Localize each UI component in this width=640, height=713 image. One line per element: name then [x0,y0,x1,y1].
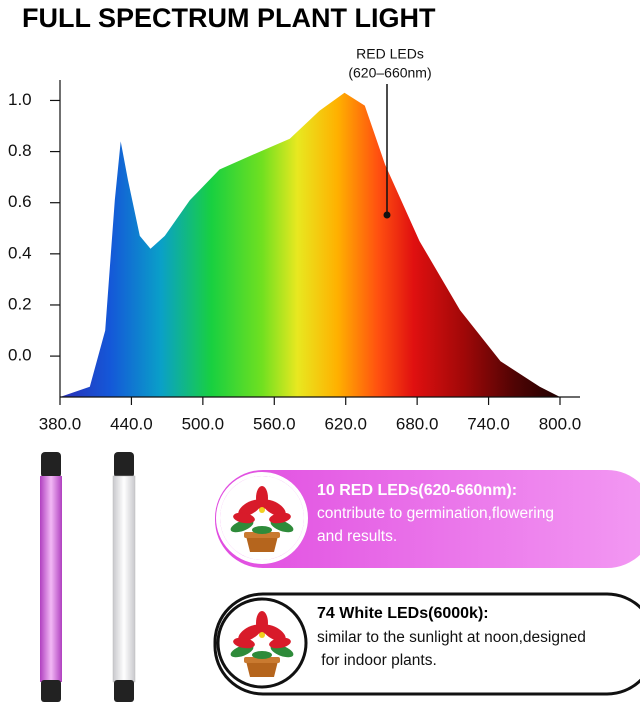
x-tick-label: 440.0 [110,414,153,433]
x-tick-label: 680.0 [396,414,439,433]
red-led-card: 10 RED LEDs(620-660nm): contribute to ge… [215,470,640,568]
y-tick-label: 0.4 [8,243,32,262]
y-tick-label: 0.6 [8,192,32,211]
x-tick-label: 800.0 [539,414,582,433]
annotation-dot [383,211,391,219]
spectrum-area [60,92,560,398]
card-text: for indoor plants. [317,652,437,669]
card-title: 10 RED LEDs(620-660nm): [317,482,517,499]
white-led-card: 74 White LEDs(6000k): similar to the sun… [213,592,640,696]
chart: 0.0 0.2 0.4 0.6 0.8 1.0 380.0 440.0 500.0 560.0 62… [8,80,581,433]
annotation-label: RED LEDs [356,46,424,62]
y-tick-label: 0.0 [8,346,32,365]
x-tick-label: 560.0 [253,414,296,433]
annotation-label: (620–660nm) [348,65,431,81]
y-tick-label: 0.2 [8,294,32,313]
x-tick-label: 620.0 [324,414,367,433]
x-tick-label: 740.0 [467,414,510,433]
card-text: and results. [317,528,397,545]
x-tick-label: 380.0 [39,414,82,433]
chart-title: FULL SPECTRUM PLANT LIGHT [22,3,436,33]
white-tube [112,452,136,702]
card-title: 74 White LEDs(6000k): [317,605,489,622]
y-tick-label: 0.8 [8,141,32,160]
y-tick-label: 1.0 [8,90,32,109]
card-text: contribute to germination,flowering [317,505,554,522]
x-tick-label: 500.0 [182,414,225,433]
purple-tube [40,452,62,702]
card-text: similar to the sunlight at noon,designed [317,629,586,646]
